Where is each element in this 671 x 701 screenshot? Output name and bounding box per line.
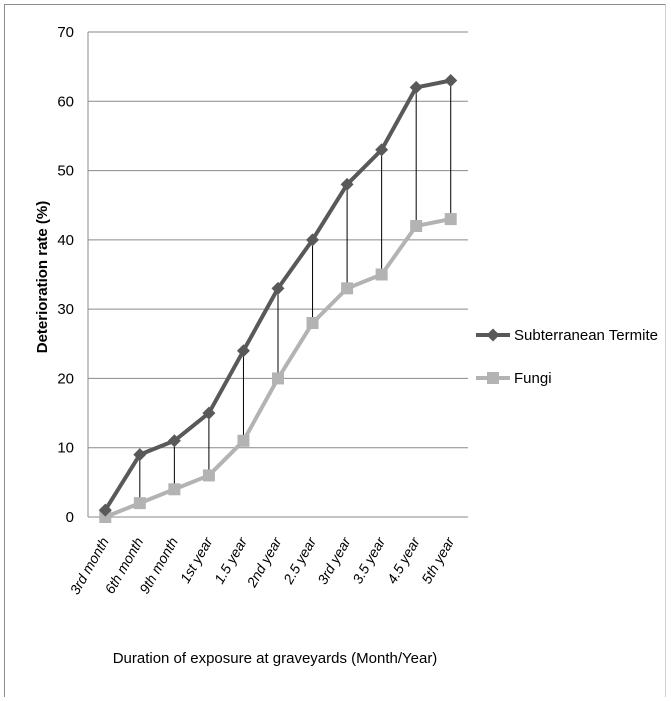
- y-tick-label: 50: [57, 163, 74, 180]
- series-markers: [98, 74, 458, 523]
- data-point: [133, 448, 147, 462]
- data-point: [306, 233, 320, 247]
- chart-frame: [4, 4, 666, 697]
- data-point: [444, 74, 458, 87]
- data-point: [306, 317, 319, 329]
- y-tick-label: 70: [57, 24, 74, 41]
- data-point: [133, 497, 146, 510]
- data-point: [272, 372, 284, 385]
- data-point: [202, 406, 216, 420]
- y-tick-label: 30: [57, 301, 74, 318]
- legend: Subterranean Termite Fungi: [476, 327, 658, 387]
- y-tick-labels: 0 10 20 30 40 50 60 70: [57, 24, 74, 526]
- data-point: [98, 503, 112, 517]
- data-point: [410, 220, 423, 232]
- y-tick-label: 0: [66, 509, 74, 526]
- y-tick-label: 40: [57, 232, 74, 249]
- data-point: [375, 143, 389, 157]
- data-point: [271, 281, 285, 295]
- data-point: [341, 282, 354, 295]
- x-tick-label: 2nd year: [243, 533, 285, 590]
- legend-swatch-marker: [486, 328, 500, 342]
- data-point: [444, 213, 457, 226]
- x-axis-label: Duration of exposure at graveyards (Mont…: [113, 650, 438, 667]
- data-point: [168, 483, 181, 496]
- legend-label: Subterranean Termite: [514, 327, 658, 344]
- data-point: [167, 434, 181, 448]
- y-axis-label: Deterioration rate (%): [34, 201, 51, 354]
- legend-label: Fungi: [514, 370, 552, 387]
- data-point: [236, 344, 250, 358]
- y-tick-label: 20: [57, 370, 74, 387]
- y-tick-label: 60: [57, 93, 74, 110]
- data-point: [237, 434, 250, 447]
- data-point: [375, 268, 388, 281]
- data-point: [340, 177, 354, 191]
- x-tick-label: 5th year: [418, 533, 458, 586]
- data-point: [202, 469, 215, 482]
- data-point: [99, 511, 112, 523]
- y-tick-label: 10: [57, 440, 74, 457]
- data-point: [409, 80, 423, 94]
- legend-swatch-marker: [487, 372, 499, 384]
- grid-lines: [87, 31, 468, 518]
- drop-lines: [104, 80, 452, 517]
